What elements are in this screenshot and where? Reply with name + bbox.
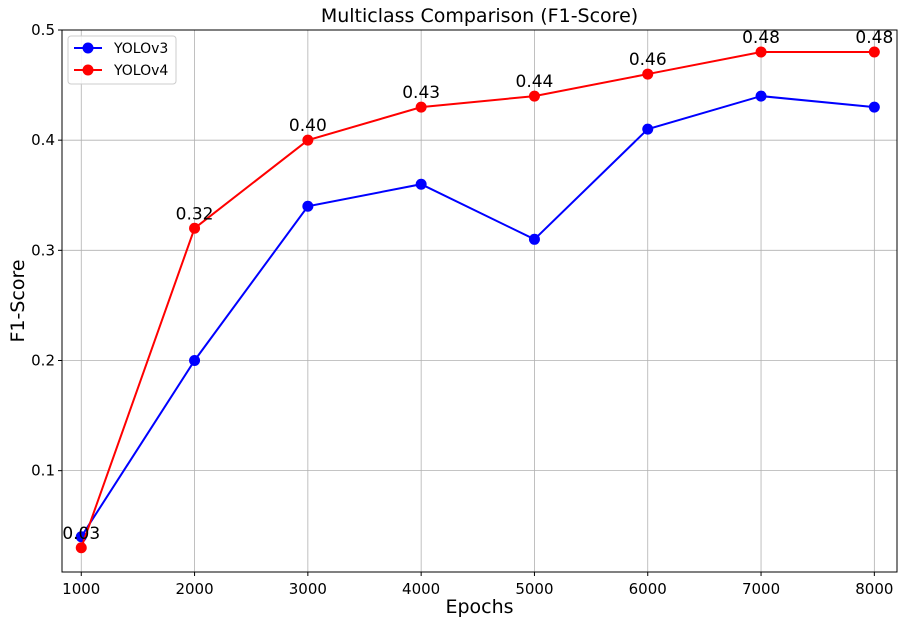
data-label: 0.44	[516, 72, 554, 92]
legend: YOLOv3 YOLOv4	[67, 35, 177, 85]
data-label: 0.48	[742, 28, 780, 48]
grid	[62, 29, 897, 572]
data-label: 0.48	[855, 28, 893, 48]
x-tick-label: 3000	[289, 580, 327, 598]
data-point-yolov4	[189, 222, 201, 234]
x-tick-label: 1000	[62, 580, 100, 598]
legend-label-yolov4: YOLOv4	[113, 63, 168, 79]
y-axis-title: F1-Score	[7, 259, 29, 342]
x-axis-title: Epochs	[445, 596, 513, 618]
data-point-yolov4	[415, 101, 427, 113]
series-line-yolov3	[80, 95, 875, 538]
x-tick-label: 7000	[742, 580, 780, 598]
data-point-yolov3	[415, 178, 427, 190]
x-tick-label: 4000	[402, 580, 440, 598]
y-tick-label: 0.2	[31, 351, 55, 369]
data-point-yolov4	[528, 90, 540, 102]
series-layer	[75, 46, 880, 554]
chart-title: Multiclass Comparison (F1-Score)	[321, 5, 638, 27]
data-label: 0.03	[62, 524, 100, 544]
data-labels: 0.03 0.32 0.40 0.43 0.44 0.46 0.48 0.48	[62, 28, 893, 544]
x-tick-label: 5000	[515, 580, 553, 598]
data-point-yolov3	[528, 233, 540, 245]
x-axis: 1000 2000 3000 4000 5000 6000 7000 8000	[62, 572, 893, 598]
y-tick-label: 0.3	[31, 241, 55, 259]
y-tick-label: 0.4	[31, 131, 55, 149]
data-point-yolov3	[189, 354, 201, 366]
legend-label-yolov3: YOLOv3	[113, 41, 168, 57]
data-label: 0.40	[289, 116, 327, 136]
data-point-yolov4	[302, 134, 314, 146]
data-point-yolov4	[755, 46, 767, 58]
x-tick-label: 6000	[629, 580, 667, 598]
data-label: 0.43	[402, 83, 440, 103]
legend-marker-yolov3	[82, 42, 94, 54]
data-point-yolov4	[642, 68, 654, 80]
data-point-yolov3	[642, 123, 654, 135]
plot-frame	[61, 29, 898, 573]
data-point-yolov3	[302, 200, 314, 212]
data-label: 0.32	[176, 204, 214, 224]
x-tick-label: 8000	[855, 580, 893, 598]
y-axis: 0.1 0.2 0.3 0.4 0.5	[31, 21, 62, 480]
y-tick-label: 0.5	[31, 21, 55, 39]
series-line-yolov4	[80, 51, 875, 549]
data-label: 0.46	[629, 50, 667, 70]
legend-marker-yolov4	[82, 64, 94, 76]
data-point-yolov4	[868, 46, 880, 58]
x-tick-label: 2000	[175, 580, 213, 598]
data-point-yolov3	[868, 101, 880, 113]
data-point-yolov3	[755, 90, 767, 102]
data-point-yolov4	[75, 542, 87, 554]
y-tick-label: 0.1	[31, 462, 55, 480]
